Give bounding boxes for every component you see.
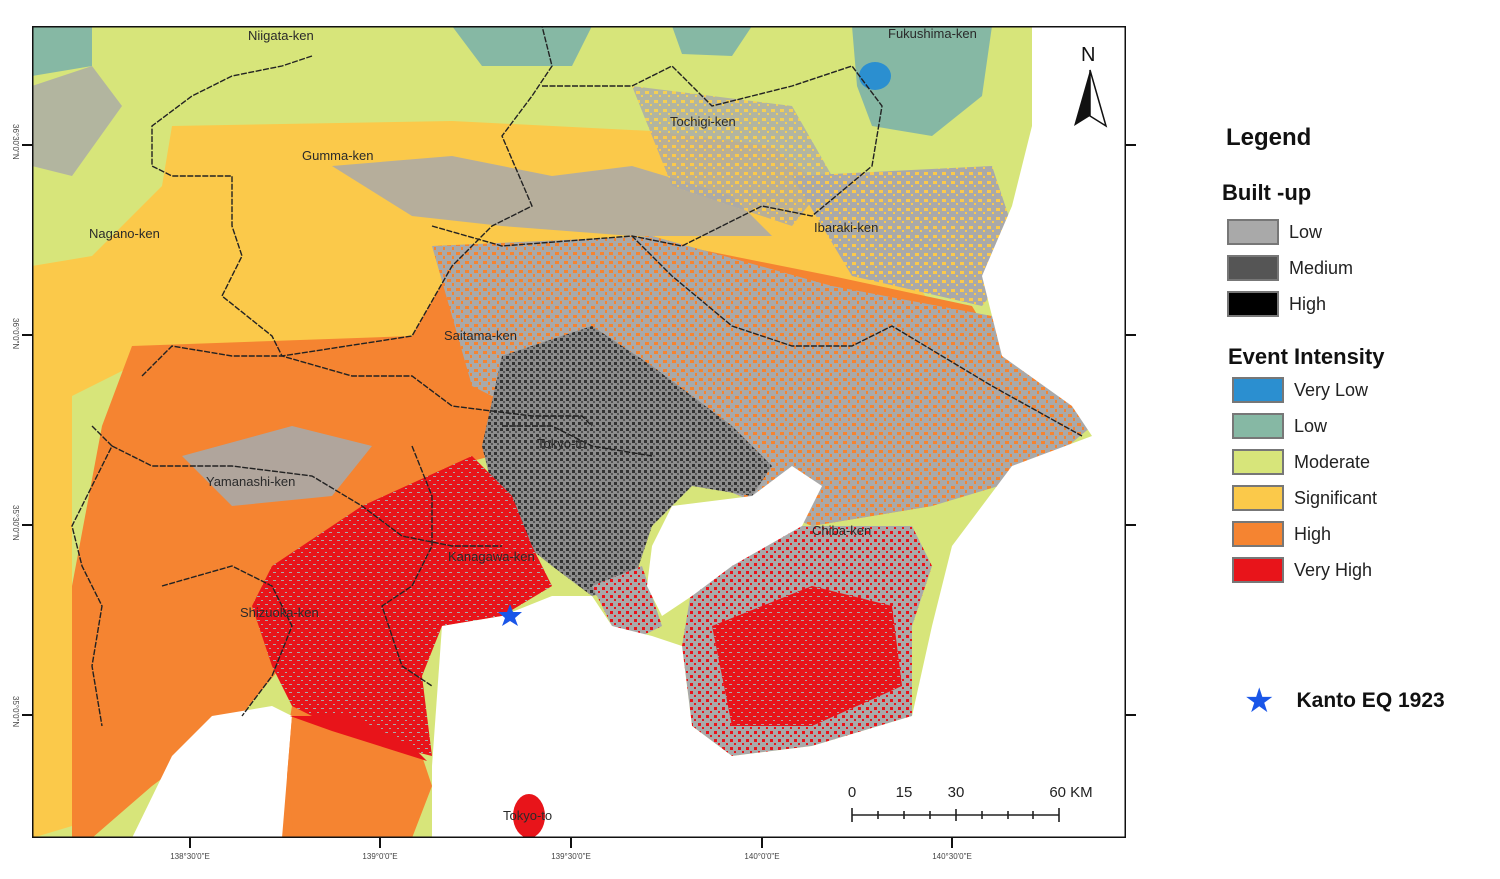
scale-label-15: 15 <box>895 784 913 801</box>
pref-label-tokyo-island: Tokyo-to <box>503 808 553 823</box>
swatch-builtup-high <box>1227 291 1279 317</box>
legend-label: High <box>1294 523 1332 544</box>
latitude-axis <box>22 144 32 716</box>
pref-label-chiba: Chiba-ken <box>812 523 872 538</box>
swatch-intensity-very-high <box>1232 557 1284 583</box>
legend-label: High <box>1289 293 1327 314</box>
legend-item-intensity-moderate: Moderate <box>1232 444 1492 480</box>
lat-label-36-30: 36°30'0"N <box>11 124 20 160</box>
lon-label-139-30: 139°30'0"E <box>551 852 591 861</box>
lon-label-139-00: 139°0'0"E <box>362 852 398 861</box>
north-label: N <box>1081 44 1096 66</box>
epicenter-star-icon <box>498 604 522 626</box>
legend-label: Low <box>1289 221 1323 242</box>
lon-label-140-00: 140°0'0"E <box>744 852 780 861</box>
swatch-intensity-very-low <box>1232 377 1284 403</box>
legend-label: Medium <box>1289 257 1354 278</box>
legend-label: Very High <box>1294 559 1373 580</box>
lat-label-35-00: 35°0'0"N <box>11 696 20 728</box>
intensity-map <box>32 26 1126 838</box>
scale-label-30: 30 <box>947 784 965 801</box>
north-arrow: N <box>1070 44 1110 128</box>
scale-bar: 0 15 30 60 KM <box>846 784 1093 824</box>
legend-item-intensity-very-low: Very Low <box>1232 372 1492 408</box>
legend-label: Very Low <box>1294 379 1369 400</box>
pref-label-nagano: Nagano-ken <box>89 226 160 241</box>
pref-label-niigata: Niigata-ken <box>248 28 314 43</box>
legend-title: Legend <box>1226 124 1312 151</box>
scale-bar-graphic <box>851 808 1060 822</box>
legend-built-up-title: Built -up <box>1222 180 1312 205</box>
longitude-axis <box>189 838 953 848</box>
legend-item-epicenter: ★ Kanto EQ 1923 <box>1244 684 1445 718</box>
pref-label-fukushima: Fukushima-ken <box>888 26 977 41</box>
legend: Legend Built -up Low Medium High Event I… <box>1222 124 1492 588</box>
lon-label-138-30: 138°30'0"E <box>170 852 210 861</box>
pref-label-yamanashi: Yamanashi-ken <box>206 474 296 489</box>
pref-label-gumma: Gumma-ken <box>302 148 374 163</box>
lon-label-140-30: 140°30'0"E <box>932 852 972 861</box>
legend-item-intensity-high: High <box>1232 516 1492 552</box>
legend-label: Significant <box>1294 487 1378 508</box>
epicenter-label: Kanto EQ 1923 <box>1296 689 1445 712</box>
legend-label: Low <box>1294 415 1328 436</box>
lat-label-36-00: 36°0'0"N <box>11 318 20 350</box>
legend-item-intensity-very-high: Very High <box>1232 552 1492 588</box>
legend-item-builtup-medium: Medium <box>1227 250 1492 286</box>
star-icon: ★ <box>1244 682 1275 720</box>
swatch-intensity-low <box>1232 413 1284 439</box>
pref-label-ibaraki: Ibaraki-ken <box>814 220 879 235</box>
legend-event-intensity-title: Event Intensity <box>1228 344 1385 369</box>
pref-label-kanagawa: Kanagawa-ken <box>448 549 535 564</box>
right-axis-ticks <box>1126 144 1136 716</box>
legend-item-intensity-significant: Significant <box>1232 480 1492 516</box>
swatch-builtup-low <box>1227 219 1279 245</box>
swatch-builtup-medium <box>1227 255 1279 281</box>
legend-item-builtup-low: Low <box>1227 214 1492 250</box>
lat-label-35-30: 35°30'0"N <box>11 505 20 541</box>
scale-label-60: 60 KM <box>1049 784 1093 801</box>
legend-item-intensity-low: Low <box>1232 408 1492 444</box>
pref-label-shizuoka: Shizuoka-ken <box>240 605 319 620</box>
swatch-intensity-significant <box>1232 485 1284 511</box>
swatch-intensity-moderate <box>1232 449 1284 475</box>
map-frame: Niigata-ken Fukushima-ken Tochigi-ken Gu… <box>32 26 1126 838</box>
pref-label-tochigi: Tochigi-ken <box>670 114 736 129</box>
swatch-intensity-high <box>1232 521 1284 547</box>
legend-item-builtup-high: High <box>1227 286 1492 322</box>
legend-label: Moderate <box>1294 451 1371 472</box>
pref-label-saitama: Saitama-ken <box>444 328 517 343</box>
pref-label-tokyo: Tokyo-to <box>537 436 587 451</box>
scale-label-0: 0 <box>847 784 857 801</box>
north-arrow-icon <box>1074 69 1108 128</box>
